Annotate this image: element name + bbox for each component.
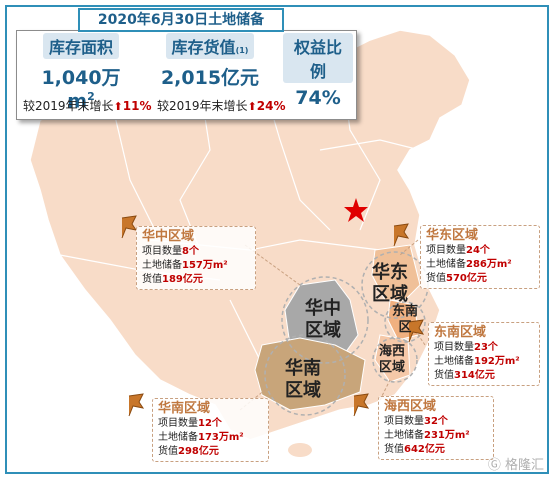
inventory-area-block: 库存面积 1,040万m2 [31, 33, 131, 112]
map-label-central: 华中 区域 [305, 298, 341, 341]
outer-frame [5, 5, 549, 474]
region-box-haixi: 海西区域 项目数量32个 土地储备231万m² 货值642亿元 [378, 396, 494, 460]
south-region-circle [264, 334, 346, 416]
pin-icon [128, 393, 145, 417]
capital-star-icon [344, 198, 368, 222]
map-label-east: 华东 区域 [372, 262, 408, 305]
page-title: 2020年6月30日土地储备 [78, 8, 284, 32]
southeast-region-circle [384, 301, 426, 343]
connector-east [399, 239, 419, 256]
east-region-shape [371, 244, 421, 301]
growth-area: 较2019年末增长⬆11% [23, 99, 152, 113]
growth-value: 较2019年末增长⬆24% [157, 99, 286, 113]
equity-ratio-block: 权益比例 74% [283, 33, 353, 109]
inventory-area-value: 1,040万m2 [41, 67, 121, 113]
map-label-southeast: 东南 区 [392, 304, 419, 335]
equity-ratio-value: 74% [295, 87, 341, 109]
pin-icon [121, 215, 138, 239]
central-region-circle [281, 276, 369, 364]
south-region-shape [254, 337, 366, 411]
inventory-area-label: 库存面积 [42, 33, 119, 59]
region-box-south: 华南区域 项目数量12个 土地储备173万m² 货值298亿元 [152, 398, 269, 462]
inventory-value-label: 库存货值(1) [165, 33, 255, 59]
haixi-region-shape [374, 334, 411, 383]
pin-icon [408, 319, 425, 343]
region-box-east: 华东区域 项目数量24个 土地储备286万m² 货值570亿元 [420, 225, 540, 289]
pin-icon [393, 223, 410, 247]
up-arrow-icon: ⬆ [247, 100, 257, 113]
pin-icon [353, 393, 370, 417]
haixi-region-circle [372, 337, 418, 383]
watermark: Ⓖ 格隆汇 [487, 458, 544, 473]
hainan-island [288, 443, 312, 457]
summary-panel: 库存面积 1,040万m2 库存货值(1) 2,015亿元 权益比例 74% 较… [16, 30, 357, 120]
watermark-logo-icon: Ⓖ [487, 458, 501, 473]
up-arrow-icon: ⬆ [113, 100, 123, 113]
inventory-value-value: 2,015亿元 [160, 67, 260, 89]
region-box-central: 华中区域 项目数量8个 土地储备157万m² 货值189亿元 [136, 226, 256, 290]
map-label-south: 华南 区域 [285, 358, 321, 401]
connector-haixi [379, 379, 391, 401]
region-box-southeast: 东南区域 项目数量23个 土地储备192万m² 货值314亿元 [428, 322, 540, 386]
map-label-haixi: 海西 区域 [379, 344, 406, 375]
inventory-value-block: 库存货值(1) 2,015亿元 [155, 33, 265, 90]
equity-ratio-label: 权益比例 [283, 33, 353, 83]
